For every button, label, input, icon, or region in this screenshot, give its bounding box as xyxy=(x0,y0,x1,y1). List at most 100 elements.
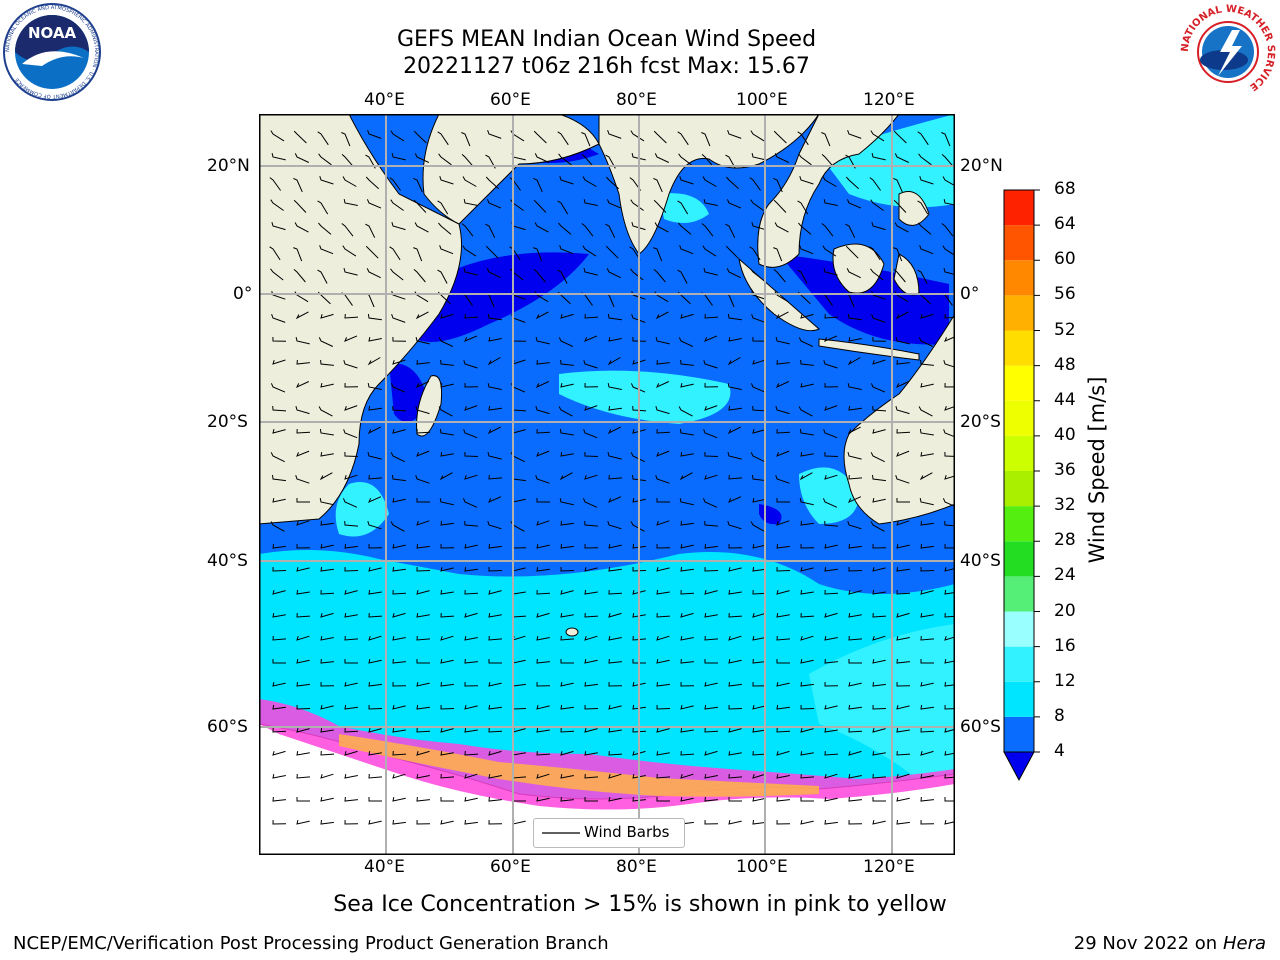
wind-barb xyxy=(583,429,598,439)
wind-barb xyxy=(344,613,358,618)
wind-barb xyxy=(344,335,358,342)
wind-barb xyxy=(440,681,454,687)
wind-barb xyxy=(728,797,742,802)
wind-barb xyxy=(368,773,383,779)
wind-barb xyxy=(848,750,862,756)
wind-barb xyxy=(896,773,910,779)
wind-barb xyxy=(437,200,449,215)
wind-barb xyxy=(872,727,886,733)
wind-barb xyxy=(752,566,766,572)
wind-barb xyxy=(848,819,863,825)
wind-barb xyxy=(776,543,790,549)
wind-barb xyxy=(776,750,790,756)
wind-barb xyxy=(870,199,884,211)
wind-barb xyxy=(896,359,910,365)
wind-barb xyxy=(776,450,790,457)
wind-barb xyxy=(679,428,694,436)
wind-barb xyxy=(464,474,478,480)
wind-barb xyxy=(728,405,742,411)
wind-barb xyxy=(630,199,644,211)
wind-barb xyxy=(872,751,886,756)
wind-barb xyxy=(752,750,767,756)
wind-barb xyxy=(656,612,671,618)
wind-barb xyxy=(896,612,910,618)
wind-barb xyxy=(440,520,454,526)
madagascar-land xyxy=(416,375,442,437)
wind-barb xyxy=(461,132,471,147)
wind-barb xyxy=(536,612,550,618)
wind-barb xyxy=(440,566,454,572)
wind-barb xyxy=(824,313,839,319)
wind-barb xyxy=(872,658,886,664)
wind-barb xyxy=(485,154,496,169)
wind-barb xyxy=(344,750,358,756)
wind-barb xyxy=(344,543,358,549)
wind-barb xyxy=(560,796,574,802)
lat-tick-left: 20°S xyxy=(207,412,248,432)
wind-barb xyxy=(368,819,382,825)
wind-barb xyxy=(605,154,616,169)
wind-barb xyxy=(414,153,430,163)
wind-barb xyxy=(296,498,310,503)
wind-barb xyxy=(775,311,789,320)
wind-barb xyxy=(390,199,404,211)
colorbar-tick-label: 28 xyxy=(1054,530,1076,551)
wind-barb xyxy=(728,681,742,687)
wind-barb xyxy=(488,474,503,480)
wind-barb xyxy=(392,497,406,503)
wind-barb xyxy=(656,681,670,687)
wind-barb xyxy=(560,566,575,572)
wind-barb xyxy=(895,475,910,484)
wind-barb xyxy=(631,222,646,231)
wind-barb xyxy=(295,311,309,320)
wind-barb xyxy=(845,245,859,259)
wind-barb xyxy=(703,360,718,369)
wind-barb xyxy=(895,406,910,415)
wind-barb xyxy=(365,176,380,190)
wind-barb xyxy=(390,268,404,281)
lon-tick-bottom: 100°E xyxy=(736,857,788,877)
lat-tick-right: 0° xyxy=(960,284,980,304)
wind-barb xyxy=(344,589,358,595)
wind-barb xyxy=(920,452,934,457)
wind-barb xyxy=(272,474,286,482)
wind-barb xyxy=(750,521,765,532)
wind-barb xyxy=(680,589,695,595)
wind-barb xyxy=(631,152,646,161)
wind-barb xyxy=(367,451,382,460)
wind-barb xyxy=(440,797,454,802)
wind-barb xyxy=(296,359,310,365)
wind-barb xyxy=(344,659,358,664)
wind-barb xyxy=(800,612,815,618)
colorbar-segment xyxy=(1004,435,1034,471)
wind-barb xyxy=(272,336,287,342)
wind-barb xyxy=(272,566,287,572)
wind-barb xyxy=(269,177,282,191)
wind-barb xyxy=(824,520,839,527)
wind-barb xyxy=(824,819,838,825)
wind-barb xyxy=(774,222,789,233)
wind-barb xyxy=(680,750,695,756)
wind-barb xyxy=(896,635,910,641)
wind-barb xyxy=(656,428,671,434)
wind-barb xyxy=(608,796,622,802)
wind-barb xyxy=(270,383,286,393)
wind-barb xyxy=(367,382,382,390)
wind-barb xyxy=(560,359,574,366)
wind-barb xyxy=(631,314,646,323)
lat-tick-left: 0° xyxy=(233,284,253,304)
wind-barb xyxy=(368,727,382,733)
wind-barb xyxy=(632,497,646,503)
wind-barb xyxy=(679,245,694,255)
wind-barb xyxy=(463,429,478,439)
wind-barb xyxy=(272,359,286,365)
wind-barb xyxy=(775,475,790,484)
wind-barb xyxy=(272,796,286,802)
wind-barb xyxy=(800,359,814,366)
wind-barb xyxy=(799,176,814,185)
wind-barb xyxy=(560,704,574,710)
wind-barb xyxy=(870,130,885,142)
wind-barb xyxy=(776,520,790,526)
colorbar-tick-label: 20 xyxy=(1054,600,1076,621)
wind-barb xyxy=(464,635,478,641)
